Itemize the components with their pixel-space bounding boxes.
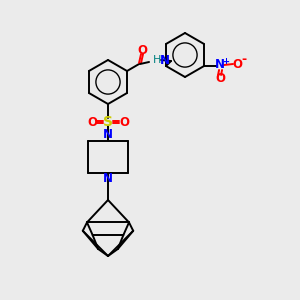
Text: O: O <box>87 116 97 128</box>
Text: N: N <box>160 55 170 68</box>
Text: H: H <box>153 55 161 65</box>
Text: S: S <box>103 115 113 129</box>
Text: N: N <box>103 128 113 142</box>
Text: O: O <box>215 73 225 85</box>
Text: N: N <box>215 58 225 71</box>
Text: -: - <box>242 53 247 67</box>
Text: +: + <box>223 56 230 65</box>
Text: N: N <box>103 172 113 185</box>
Text: O: O <box>137 44 147 56</box>
Text: O: O <box>119 116 129 128</box>
Text: O: O <box>232 58 242 70</box>
